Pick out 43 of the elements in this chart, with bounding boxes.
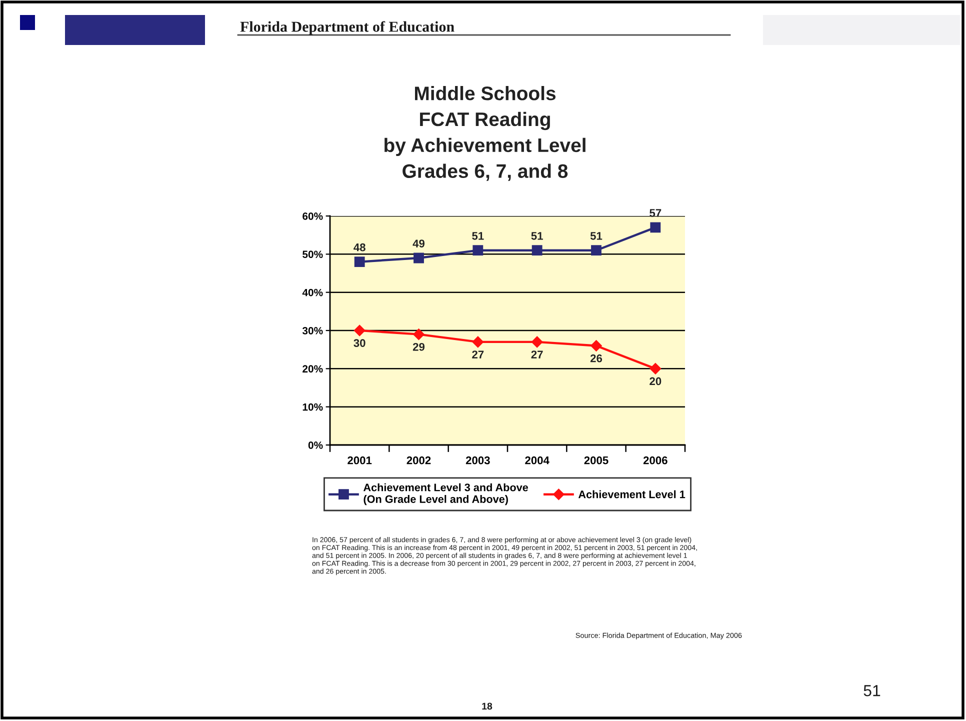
data-label: 27 (472, 350, 484, 358)
data-label: 30 (354, 339, 366, 348)
text: 18 (482, 702, 492, 710)
legend-label: Achievement Level 3 and Above (On Grade Level and Above) (363, 483, 528, 506)
y-tick-label: 60% (302, 212, 323, 220)
data-label: 48 (354, 243, 366, 252)
chart-title: Middle Schools FCAT Reading by Achievement Level Grades 6, 7, and 8 (384, 86, 586, 181)
point (472, 336, 484, 348)
data-label: 51 (531, 232, 543, 240)
point (650, 222, 661, 233)
point (414, 252, 424, 264)
y-tick-label: 30% (302, 327, 323, 334)
point (650, 363, 662, 374)
data-label: 51 (590, 232, 602, 240)
data-label: 26 (590, 354, 602, 362)
point (413, 328, 424, 340)
y-tick-label: 40% (302, 288, 323, 296)
x-tick-label: 2005 (584, 456, 608, 464)
x-tick-label: 2004 (525, 456, 550, 464)
text: Florida Department of Education (240, 21, 454, 35)
point (532, 245, 542, 256)
x-tick-label: 2006 (643, 456, 668, 464)
y-tick-label: 20% (302, 365, 323, 373)
data-label: 49 (412, 240, 425, 248)
y-tick-label: 0% (308, 442, 323, 449)
x-tick-label: 2003 (466, 456, 490, 464)
point (472, 245, 484, 256)
data-label: 27 (531, 350, 543, 358)
data-label: 57 (650, 209, 662, 217)
x-tick-label: 2001 (348, 456, 372, 464)
y-tick-label: 10% (302, 403, 323, 411)
point (531, 336, 543, 348)
legend-label: Achievement Level 1 (578, 490, 686, 498)
text: 51 (864, 685, 880, 696)
point (590, 340, 602, 352)
data-label: 51 (472, 232, 484, 240)
x-tick-label: 2002 (406, 456, 431, 464)
point (354, 324, 366, 336)
data-label: 20 (650, 377, 662, 386)
data-label: 29 (412, 342, 425, 351)
y-tick-label: 50% (302, 250, 323, 258)
point (591, 245, 602, 256)
point (354, 256, 365, 268)
